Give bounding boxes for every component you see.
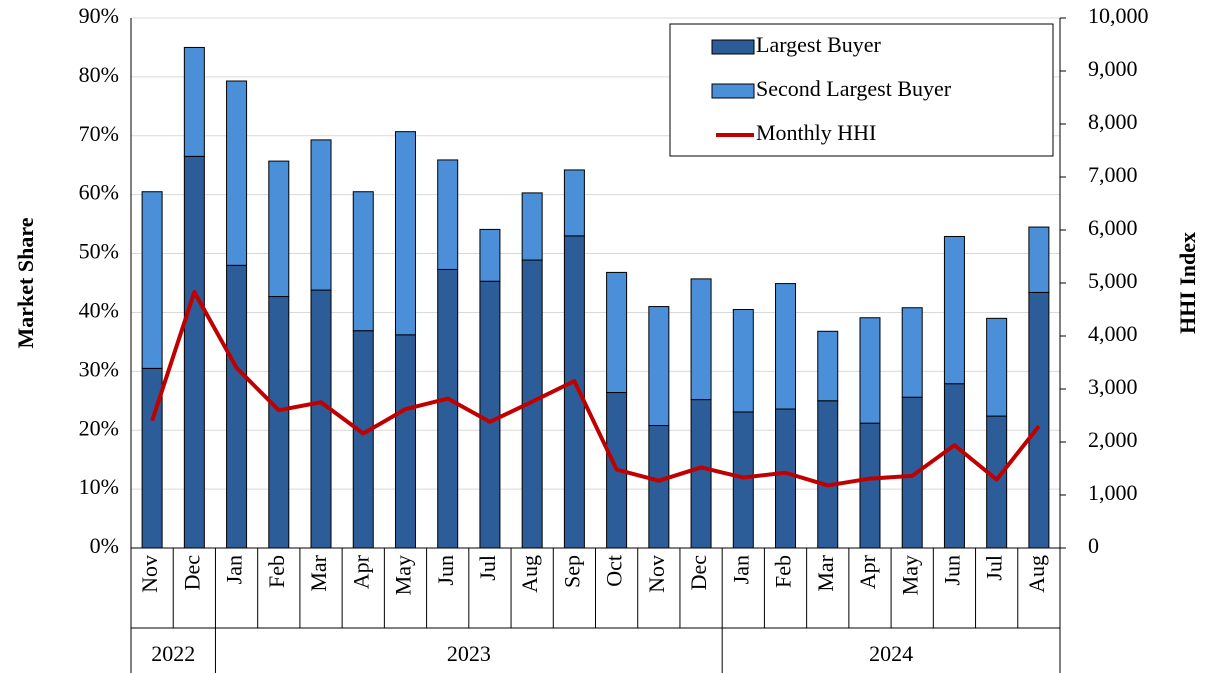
bar-segment (943, 235, 965, 385)
x-tick-label: Apr (348, 554, 373, 589)
x-tick-label: Nov (644, 555, 669, 593)
bar-segment (479, 280, 501, 549)
y-tick-label: 0% (90, 533, 119, 558)
bar-segment (268, 160, 290, 298)
x-group-label: 2024 (869, 641, 913, 666)
x-tick-label: Mar (306, 554, 331, 591)
y2-tick-label: 0 (1088, 533, 1099, 558)
bar-segment (986, 415, 1008, 549)
y2-tick-label: 5,000 (1088, 268, 1138, 293)
x-tick-label: Apr (855, 554, 880, 589)
y2-tick-label: 4,000 (1088, 321, 1138, 346)
x-tick-label: Jun (433, 555, 458, 586)
x-tick-label: Dec (179, 555, 204, 591)
y-tick-label: 40% (79, 297, 119, 322)
bar-segment (521, 192, 543, 261)
x-tick-label: May (897, 555, 922, 595)
bar-segment (479, 228, 501, 282)
x-tick-label: Oct (602, 555, 627, 587)
bar-segment (141, 191, 163, 369)
bar-segment (563, 169, 585, 237)
x-group-label: 2022 (151, 641, 195, 666)
y-tick-label: 60% (79, 180, 119, 205)
hhi-line (150, 290, 1041, 488)
bar-segment (943, 383, 965, 549)
y-tick-label: 90% (79, 3, 119, 28)
bar-segment (437, 159, 459, 270)
bar-segment (986, 317, 1008, 417)
y-tick-label: 50% (79, 239, 119, 264)
x-tick-label: Aug (517, 555, 542, 593)
y2-tick-label: 1,000 (1088, 480, 1138, 505)
y-tick-label: 80% (79, 62, 119, 87)
x-tick-label: Jul (475, 555, 500, 581)
y-tick-label: 70% (79, 121, 119, 146)
bar-segment (859, 422, 881, 549)
bar-segment (648, 306, 670, 427)
y2-tick-label: 8,000 (1088, 109, 1138, 134)
bar-segment (1028, 226, 1050, 293)
bar-segment (817, 330, 839, 402)
bar-segment (901, 307, 923, 398)
y2-tick-label: 3,000 (1088, 374, 1138, 399)
bar-segment (268, 296, 290, 549)
y-axis-title: Market Share (13, 217, 38, 348)
y2-tick-label: 10,000 (1088, 3, 1149, 28)
bar-segment (183, 155, 205, 549)
x-tick-label: Feb (771, 555, 796, 588)
bar-segment (775, 283, 797, 410)
bar-segment (226, 264, 248, 549)
x-tick-label: Mar (813, 554, 838, 591)
bar-segment (310, 289, 332, 549)
bar-segment (352, 191, 374, 332)
x-tick-label: Jun (939, 555, 964, 586)
legend-label: Largest Buyer (756, 32, 882, 57)
y2-tick-label: 2,000 (1088, 427, 1138, 452)
legend-label: Monthly HHI (756, 120, 876, 145)
bar-segment (226, 80, 248, 266)
bar-segment (817, 400, 839, 549)
bar-segment (183, 46, 205, 157)
y2-tick-label: 6,000 (1088, 215, 1138, 240)
y2-tick-label: 9,000 (1088, 56, 1138, 81)
y-tick-label: 30% (79, 356, 119, 381)
bar-segment (394, 131, 416, 336)
legend-label: Second Largest Buyer (756, 76, 952, 101)
x-tick-label: Jan (728, 555, 753, 584)
x-tick-label: Jul (982, 555, 1007, 581)
y-tick-label: 10% (79, 474, 119, 499)
y2-axis-title: HHI Index (1175, 232, 1200, 334)
legend-swatch (711, 39, 755, 55)
legend-swatch (711, 83, 755, 99)
bar-segment (648, 425, 670, 549)
y-tick-label: 20% (79, 415, 119, 440)
bar-segment (690, 399, 712, 549)
bar-segment (775, 408, 797, 549)
bar-segment (352, 330, 374, 549)
x-group-label: 2023 (447, 641, 491, 666)
bar-segment (310, 139, 332, 291)
bar-segment (732, 411, 754, 549)
x-tick-label: Sep (559, 555, 584, 588)
bar-segment (1028, 291, 1050, 549)
bar-segment (732, 309, 754, 413)
bar-segment (606, 271, 628, 394)
x-tick-label: Nov (137, 555, 162, 593)
x-tick-label: Feb (264, 555, 289, 588)
y2-tick-label: 7,000 (1088, 162, 1138, 187)
x-tick-label: Aug (1024, 555, 1049, 593)
bar-segment (437, 268, 459, 549)
x-tick-label: May (391, 555, 416, 595)
bar-segment (690, 278, 712, 401)
bar-segment (859, 317, 881, 424)
bar-segment (394, 334, 416, 549)
x-tick-label: Jan (222, 555, 247, 584)
x-tick-label: Dec (686, 555, 711, 591)
